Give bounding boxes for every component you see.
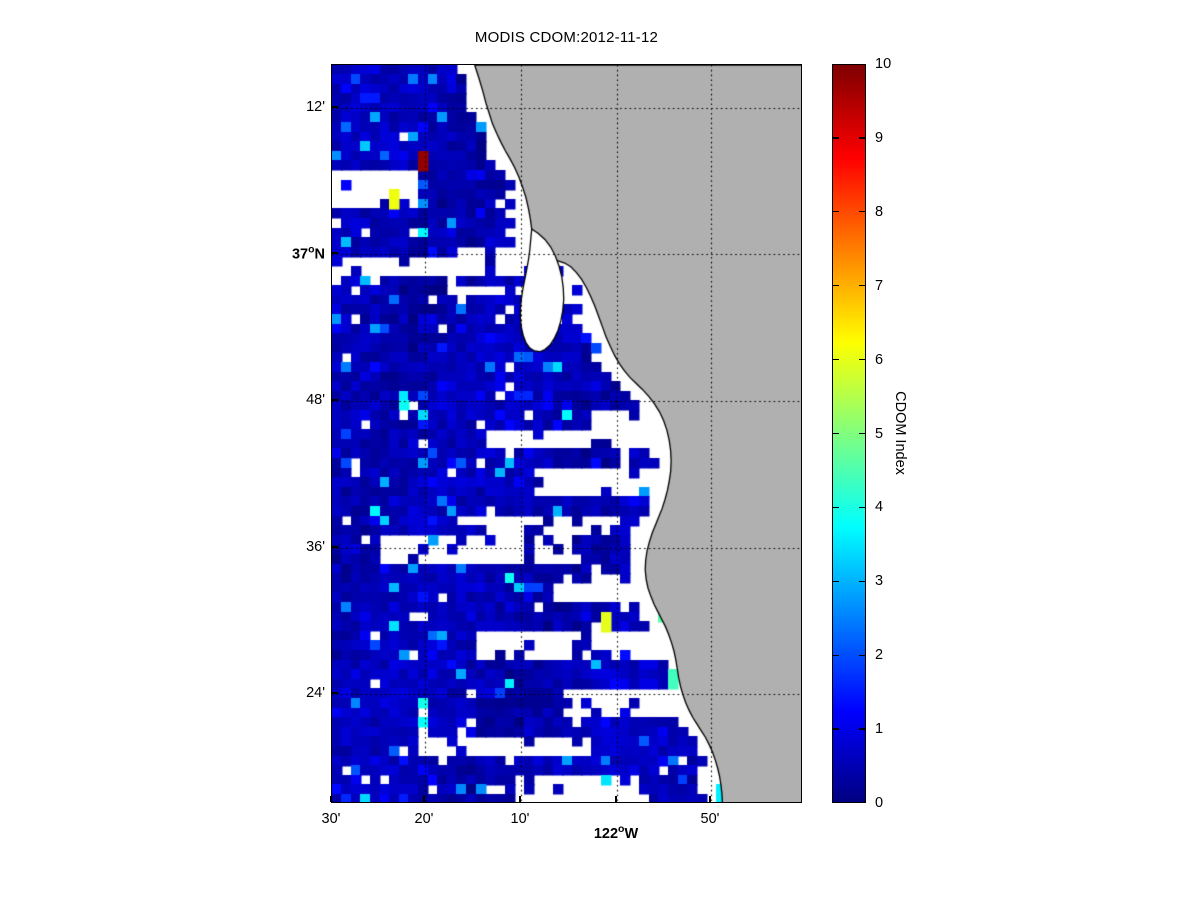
y-tick-mark xyxy=(332,106,338,108)
colorbar-tick-label-7: 7 xyxy=(875,277,884,294)
colorbar-tick-mark xyxy=(833,506,839,509)
y-tick-label-37N: 37oN xyxy=(291,243,325,263)
y-tick-label-12: 12' xyxy=(306,99,325,115)
y-tick-label-36: 36' xyxy=(306,539,325,555)
y-tick-mark xyxy=(332,399,338,401)
colorbar-tick-mark xyxy=(833,728,839,730)
colorbar-tick-label-8: 8 xyxy=(875,203,884,220)
colorbar-tick-mark xyxy=(833,654,839,656)
colorbar-tick-mark xyxy=(833,211,839,213)
colorbar-tick-mark xyxy=(859,432,865,435)
colorbar-tick-mark xyxy=(859,728,865,730)
colorbar-tick-label-0: 0 xyxy=(875,795,884,811)
colorbar-tick-label-6: 6 xyxy=(875,351,884,368)
colorbar-tick-mark xyxy=(833,285,839,287)
x-tick-label-20: 20' xyxy=(414,811,434,827)
x-tick-mark xyxy=(423,796,425,802)
x-tick-mark xyxy=(709,796,711,802)
colorbar-tick-label-1: 1 xyxy=(875,721,884,738)
x-tick-label-50: 50' xyxy=(700,811,720,827)
colorbar-tick-label-9: 9 xyxy=(875,129,884,146)
colorbar-tick-label-3: 3 xyxy=(875,573,884,590)
colorbar-tick-mark xyxy=(859,654,865,656)
colorbar-tick-mark xyxy=(859,580,865,582)
colorbar-tick-mark xyxy=(833,580,839,582)
colorbar-tick-mark xyxy=(833,432,839,435)
x-tick-label-30: 30' xyxy=(321,811,341,827)
colorbar-tick-mark xyxy=(833,358,839,361)
x-tick-mark xyxy=(330,796,332,802)
cdom-heatmap-canvas[interactable] xyxy=(332,65,801,802)
x-tick-mark xyxy=(615,796,617,802)
x-tick-label-122W: 122oW xyxy=(593,823,639,842)
colorbar-tick-mark xyxy=(859,211,865,213)
y-tick-mark xyxy=(332,252,338,254)
colorbar-tick-label-2: 2 xyxy=(875,647,884,664)
y-tick-label-48: 48' xyxy=(306,392,325,408)
x-tick-label-10: 10' xyxy=(510,811,530,827)
colorbar-tick-mark xyxy=(859,506,865,509)
map-plot-area[interactable] xyxy=(331,64,802,803)
colorbar-tick-label-4: 4 xyxy=(875,499,884,516)
y-tick-mark xyxy=(332,546,338,548)
colorbar-axis-label: CDOM Index xyxy=(892,391,908,475)
x-tick-mark xyxy=(519,796,521,802)
colorbar-tick-mark xyxy=(833,137,839,139)
colorbar-tick-label-5: 5 xyxy=(875,425,884,442)
page-title: MODIS CDOM:2012-11-12 xyxy=(474,29,659,46)
colorbar-tick-label-10: 10 xyxy=(875,56,892,72)
colorbar-tick-mark xyxy=(859,285,865,287)
y-tick-label-24: 24' xyxy=(306,685,325,701)
colorbar-tick-mark xyxy=(859,137,865,139)
y-tick-mark xyxy=(332,692,338,694)
colorbar-tick-mark xyxy=(859,358,865,361)
